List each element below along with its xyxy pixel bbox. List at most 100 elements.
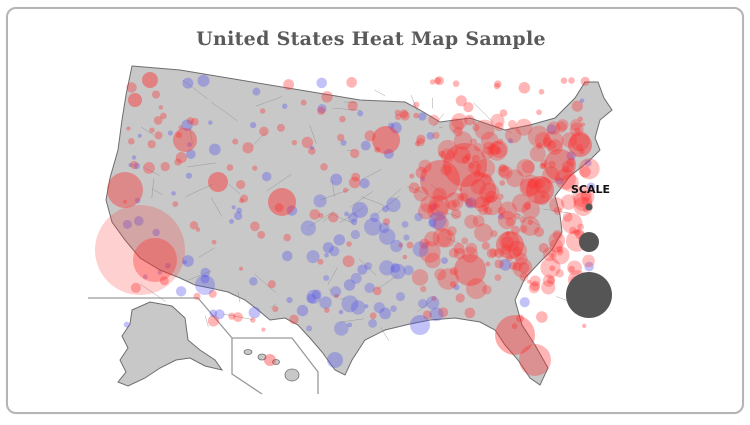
heat-bubble-red (369, 312, 377, 320)
heat-bubble-blue (186, 149, 196, 160)
heat-bubble-blue (344, 211, 349, 217)
scale-large (566, 272, 612, 318)
heat-bubble-red (300, 99, 307, 106)
heat-bubble-red (317, 106, 326, 116)
heat-bubble-red (347, 100, 358, 112)
heat-bubble-blue (142, 274, 148, 280)
heat-bubble-red (542, 166, 560, 184)
heat-bubble-red (272, 305, 279, 313)
county-border (185, 183, 213, 197)
heat-bubble-blue (157, 269, 163, 275)
heat-bubble-red (250, 221, 260, 232)
heat-bubble-red (434, 77, 442, 85)
heat-bubble-red (548, 160, 556, 169)
county-border (360, 196, 385, 206)
heat-bubble-blue (306, 293, 317, 304)
heat-bubble-red (257, 230, 266, 239)
county-border (543, 208, 572, 214)
heat-bubble-red (579, 148, 585, 155)
heat-bubble-red (552, 229, 563, 240)
heat-bubble-red (542, 274, 556, 287)
heat-bubble-blue (181, 119, 193, 131)
heat-bubble-red (128, 93, 142, 107)
county-border (339, 206, 364, 223)
heat-bubble-blue (167, 130, 173, 136)
heat-bubble-red (577, 116, 584, 122)
heat-bubble-blue (340, 139, 347, 146)
county-border (143, 167, 160, 176)
heat-bubble-red (526, 176, 554, 204)
heat-bubble-red (512, 257, 533, 278)
heat-bubble-red (490, 230, 498, 238)
heat-bubble-red (465, 242, 478, 255)
heat-bubble-red (513, 262, 522, 272)
county-border (189, 127, 193, 144)
heat-bubble-red (521, 160, 535, 174)
heat-bubble-blue (317, 104, 327, 114)
heat-bubble-red (324, 307, 330, 313)
county-border (308, 211, 334, 227)
heat-bubble-blue (134, 197, 141, 204)
heat-bubble-red (173, 128, 197, 152)
heat-bubble-red (569, 226, 577, 235)
heat-bubble-red (374, 146, 381, 153)
heat-bubble-red (261, 327, 266, 332)
heat-bubble-red (534, 226, 545, 237)
heat-bubble-red (464, 114, 475, 126)
heat-bubble-blue (566, 151, 576, 161)
heat-bubble-blue (330, 286, 342, 298)
heat-bubble-red (464, 198, 474, 208)
heat-bubble-red (505, 217, 515, 227)
heat-bubble-blue (327, 352, 343, 368)
heat-bubble-red (542, 247, 557, 262)
heat-bubble-red (453, 146, 471, 164)
heat-bubble-red (486, 248, 497, 259)
heat-bubble-red (172, 201, 179, 208)
heat-bubble-red (538, 88, 545, 95)
heat-bubble-red (128, 138, 135, 145)
heat-bubble-red (283, 233, 291, 242)
heat-bubble-red (160, 161, 170, 172)
county-border (198, 247, 215, 258)
heat-bubble-red (519, 272, 529, 282)
heat-bubble-red (481, 241, 490, 250)
heat-bubble-red (505, 126, 522, 144)
heat-bubble-blue (175, 286, 187, 297)
heat-bubble-red (195, 227, 201, 232)
county-border (432, 113, 444, 128)
heat-bubble-red (489, 248, 498, 257)
heat-bubble-red (408, 182, 420, 194)
heat-bubble-blue (122, 219, 132, 229)
county-border (339, 297, 346, 300)
heat-bubble-red (321, 91, 333, 103)
heat-bubble-red (535, 142, 543, 150)
heat-dots (95, 72, 600, 376)
heat-bubble-red (580, 76, 590, 86)
county-border (322, 213, 334, 223)
heat-bubble-red (259, 108, 266, 114)
heat-bubble-blue (364, 217, 382, 236)
heat-bubble-blue (414, 212, 423, 222)
heat-bubble-red (553, 206, 562, 216)
heat-bubble-red (508, 119, 517, 129)
heat-bubble-blue (418, 298, 428, 309)
heat-bubble-blue (412, 241, 429, 258)
heat-bubble-red (481, 146, 494, 160)
heat-bubble-red (529, 280, 541, 292)
heat-bubble-red (189, 221, 199, 230)
heat-bubble-red (406, 241, 414, 249)
heat-bubble-blue (350, 218, 358, 226)
heat-bubble-red (554, 168, 576, 190)
heat-bubble-blue (249, 277, 258, 286)
heat-bubble-red (581, 323, 587, 329)
heat-bubble-blue (343, 279, 356, 291)
heat-bubble-red (474, 223, 493, 243)
heat-bubble-red (569, 122, 584, 137)
heat-bubble-red (364, 130, 376, 142)
scale-small (585, 203, 593, 211)
heat-bubble-blue (497, 213, 504, 220)
heat-bubble-blue (313, 194, 327, 208)
heat-bubble-red (242, 142, 254, 154)
heat-bubble-red (555, 269, 564, 278)
heat-bubble-blue (364, 304, 369, 309)
